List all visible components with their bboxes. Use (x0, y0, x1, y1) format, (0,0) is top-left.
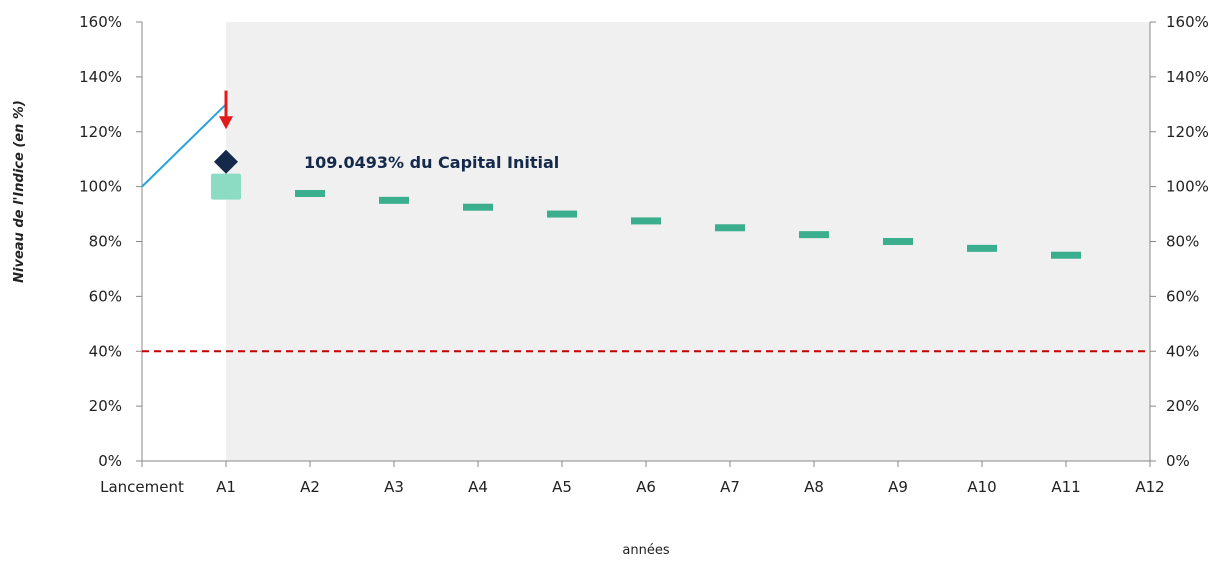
autocall-level-mark (883, 238, 913, 245)
y-axis-title: Niveau de l'Indice (en %) (12, 100, 27, 283)
y-tick-label-right: 140% (1166, 68, 1209, 86)
autocall-level-mark (799, 231, 829, 239)
y-tick-label-right: 60% (1166, 287, 1199, 305)
x-tick-label: A8 (804, 478, 824, 496)
level-square-marker (211, 173, 241, 200)
y-tick-label-left: 120% (79, 123, 122, 141)
autocall-level-mark (967, 244, 997, 252)
y-tick-label-left: 160% (79, 13, 122, 31)
y-tick-label-left: 0% (98, 452, 122, 470)
y-tick-label-left: 100% (79, 178, 122, 196)
index-line (141, 103, 227, 188)
x-axis-title: années (622, 543, 669, 558)
y-tick-label-left: 140% (79, 68, 122, 86)
autocall-level-mark (463, 203, 493, 211)
y-tick-label-right: 20% (1166, 397, 1199, 415)
series (141, 90, 1150, 353)
x-tick-label: A11 (1051, 478, 1080, 496)
y-tick-label-left: 20% (89, 397, 122, 415)
y-tick-label-right: 160% (1166, 13, 1209, 31)
x-tick-label: A2 (300, 478, 320, 496)
autocall-level-mark (1051, 251, 1081, 259)
x-tick-label: A10 (967, 478, 996, 496)
x-tick-label: A7 (720, 478, 740, 496)
x-tick-label: A12 (1135, 478, 1164, 496)
x-tick-label: A5 (552, 478, 572, 496)
x-tick-label: A9 (888, 478, 908, 496)
axes (136, 21, 1156, 467)
x-tick-label: A6 (636, 478, 656, 496)
autocall-level-mark (295, 189, 325, 197)
x-tick-label: A1 (216, 478, 236, 496)
arrow-head (219, 116, 233, 130)
y-tick-label-right: 100% (1166, 178, 1209, 196)
y-tick-label-left: 80% (89, 233, 122, 251)
y-tick-label-right: 0% (1166, 452, 1190, 470)
y-tick-label-left: 40% (89, 342, 122, 360)
y-tick-label-right: 40% (1166, 342, 1199, 360)
x-tick-label: A3 (384, 478, 404, 496)
autocall-level-mark (715, 224, 745, 232)
x-tick-label: Lancement (100, 478, 184, 496)
labels: 0% 0% 20% 20% 40% 40% 60% 60% 80% 80% 100% 100% 120%… (12, 13, 1209, 558)
y-tick-label-right: 120% (1166, 123, 1209, 141)
y-tick-label-right: 80% (1166, 233, 1199, 251)
shaded-region (226, 22, 1150, 461)
autocall-level-mark (547, 210, 577, 218)
y-tick-label-left: 60% (89, 287, 122, 305)
autocall-level-mark (631, 217, 661, 225)
payout-diamond-marker (214, 149, 238, 174)
x-tick-label: A4 (468, 478, 488, 496)
annotation-text: 109.0493% du Capital Initial (304, 153, 559, 172)
autocall-level-mark (379, 196, 409, 204)
